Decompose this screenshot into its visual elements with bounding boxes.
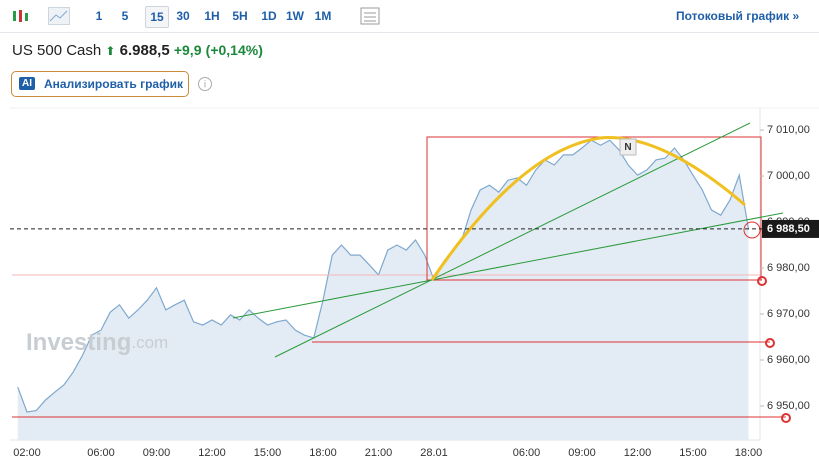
x-tick-label: 18:00: [735, 447, 763, 459]
interval-button[interactable]: 1H: [204, 9, 220, 23]
toolbar: 1 5 15 30 1H 5H 1D 1W 1M Потоковый график »: [0, 0, 819, 33]
handle[interactable]: [781, 413, 791, 423]
interval-button[interactable]: 5H: [232, 9, 248, 23]
info-icon[interactable]: i: [197, 76, 213, 92]
trendline[interactable]: [232, 212, 784, 319]
interval-button[interactable]: 1: [95, 9, 103, 23]
interval-button[interactable]: 15: [145, 6, 169, 28]
y-tick-label: 6 960,00: [767, 354, 810, 366]
x-tick-label: 12:00: [624, 447, 652, 459]
table-icon[interactable]: [360, 7, 380, 25]
arc-drawing[interactable]: [430, 136, 746, 281]
change: +9,9: [173, 42, 202, 58]
interval-button[interactable]: 1W: [286, 9, 304, 23]
x-tick-label: 09:00: [568, 447, 596, 459]
x-tick-label: 18:00: [309, 447, 337, 459]
interval-button[interactable]: 30: [176, 9, 190, 23]
y-tick-label: 6 970,00: [767, 308, 810, 320]
x-tick-label: 06:00: [513, 447, 541, 459]
analyze-button[interactable]: AI Анализировать график: [11, 71, 189, 97]
svg-text:i: i: [204, 80, 206, 91]
interval-button[interactable]: 1M: [314, 9, 332, 23]
analyze-label: Анализировать график: [44, 77, 183, 91]
x-tick-label: 15:00: [679, 447, 707, 459]
stream-link[interactable]: Потоковый график »: [676, 9, 800, 23]
trendline[interactable]: [274, 122, 751, 358]
marker: N: [624, 142, 631, 153]
current-price-box: [762, 219, 819, 238]
x-tick-label: 12:00: [198, 447, 226, 459]
y-tick-label: 7 010,00: [767, 124, 810, 136]
interval-button[interactable]: 1D: [261, 9, 277, 23]
y-tick-label: 7 000,00: [767, 170, 810, 182]
interval-button[interactable]: 5: [121, 9, 129, 23]
handle[interactable]: [765, 338, 775, 348]
change-pct: (+0,14%): [205, 42, 263, 58]
x-tick-label: 28.01: [420, 447, 448, 459]
watermark-main: Investing: [26, 329, 131, 356]
marker-box[interactable]: [619, 138, 637, 156]
area: [17, 140, 749, 440]
ai-badge: AI: [19, 77, 35, 90]
x-tick-label: 02:00: [13, 447, 41, 459]
handle[interactable]: [757, 276, 767, 286]
up-arrow: ⬆: [105, 44, 116, 58]
watermark: Investing.com: [26, 329, 168, 356]
current-price-label: 6 988,50: [767, 223, 810, 235]
price: 6.988,5: [119, 42, 170, 59]
price-line: [17, 139, 750, 413]
watermark-suffix: .com: [131, 333, 168, 352]
x-tick-label: 06:00: [87, 447, 115, 459]
instrument: US 500 Cash: [12, 42, 102, 59]
drawings: N: [12, 122, 791, 423]
area-icon[interactable]: [48, 7, 70, 25]
candle-icon[interactable]: [10, 8, 30, 24]
x-tick-label: 15:00: [254, 447, 282, 459]
x-tick-label: 09:00: [143, 447, 171, 459]
x-tick-label: 21:00: [365, 447, 393, 459]
y-tick-label: 6 980,00: [767, 262, 810, 274]
quote-header: US 500 Cash ⬆ 6.988,5 +9,9 (+0,14%): [12, 42, 263, 59]
handle[interactable]: [743, 221, 761, 239]
y-tick-label: 6 950,00: [767, 400, 810, 412]
